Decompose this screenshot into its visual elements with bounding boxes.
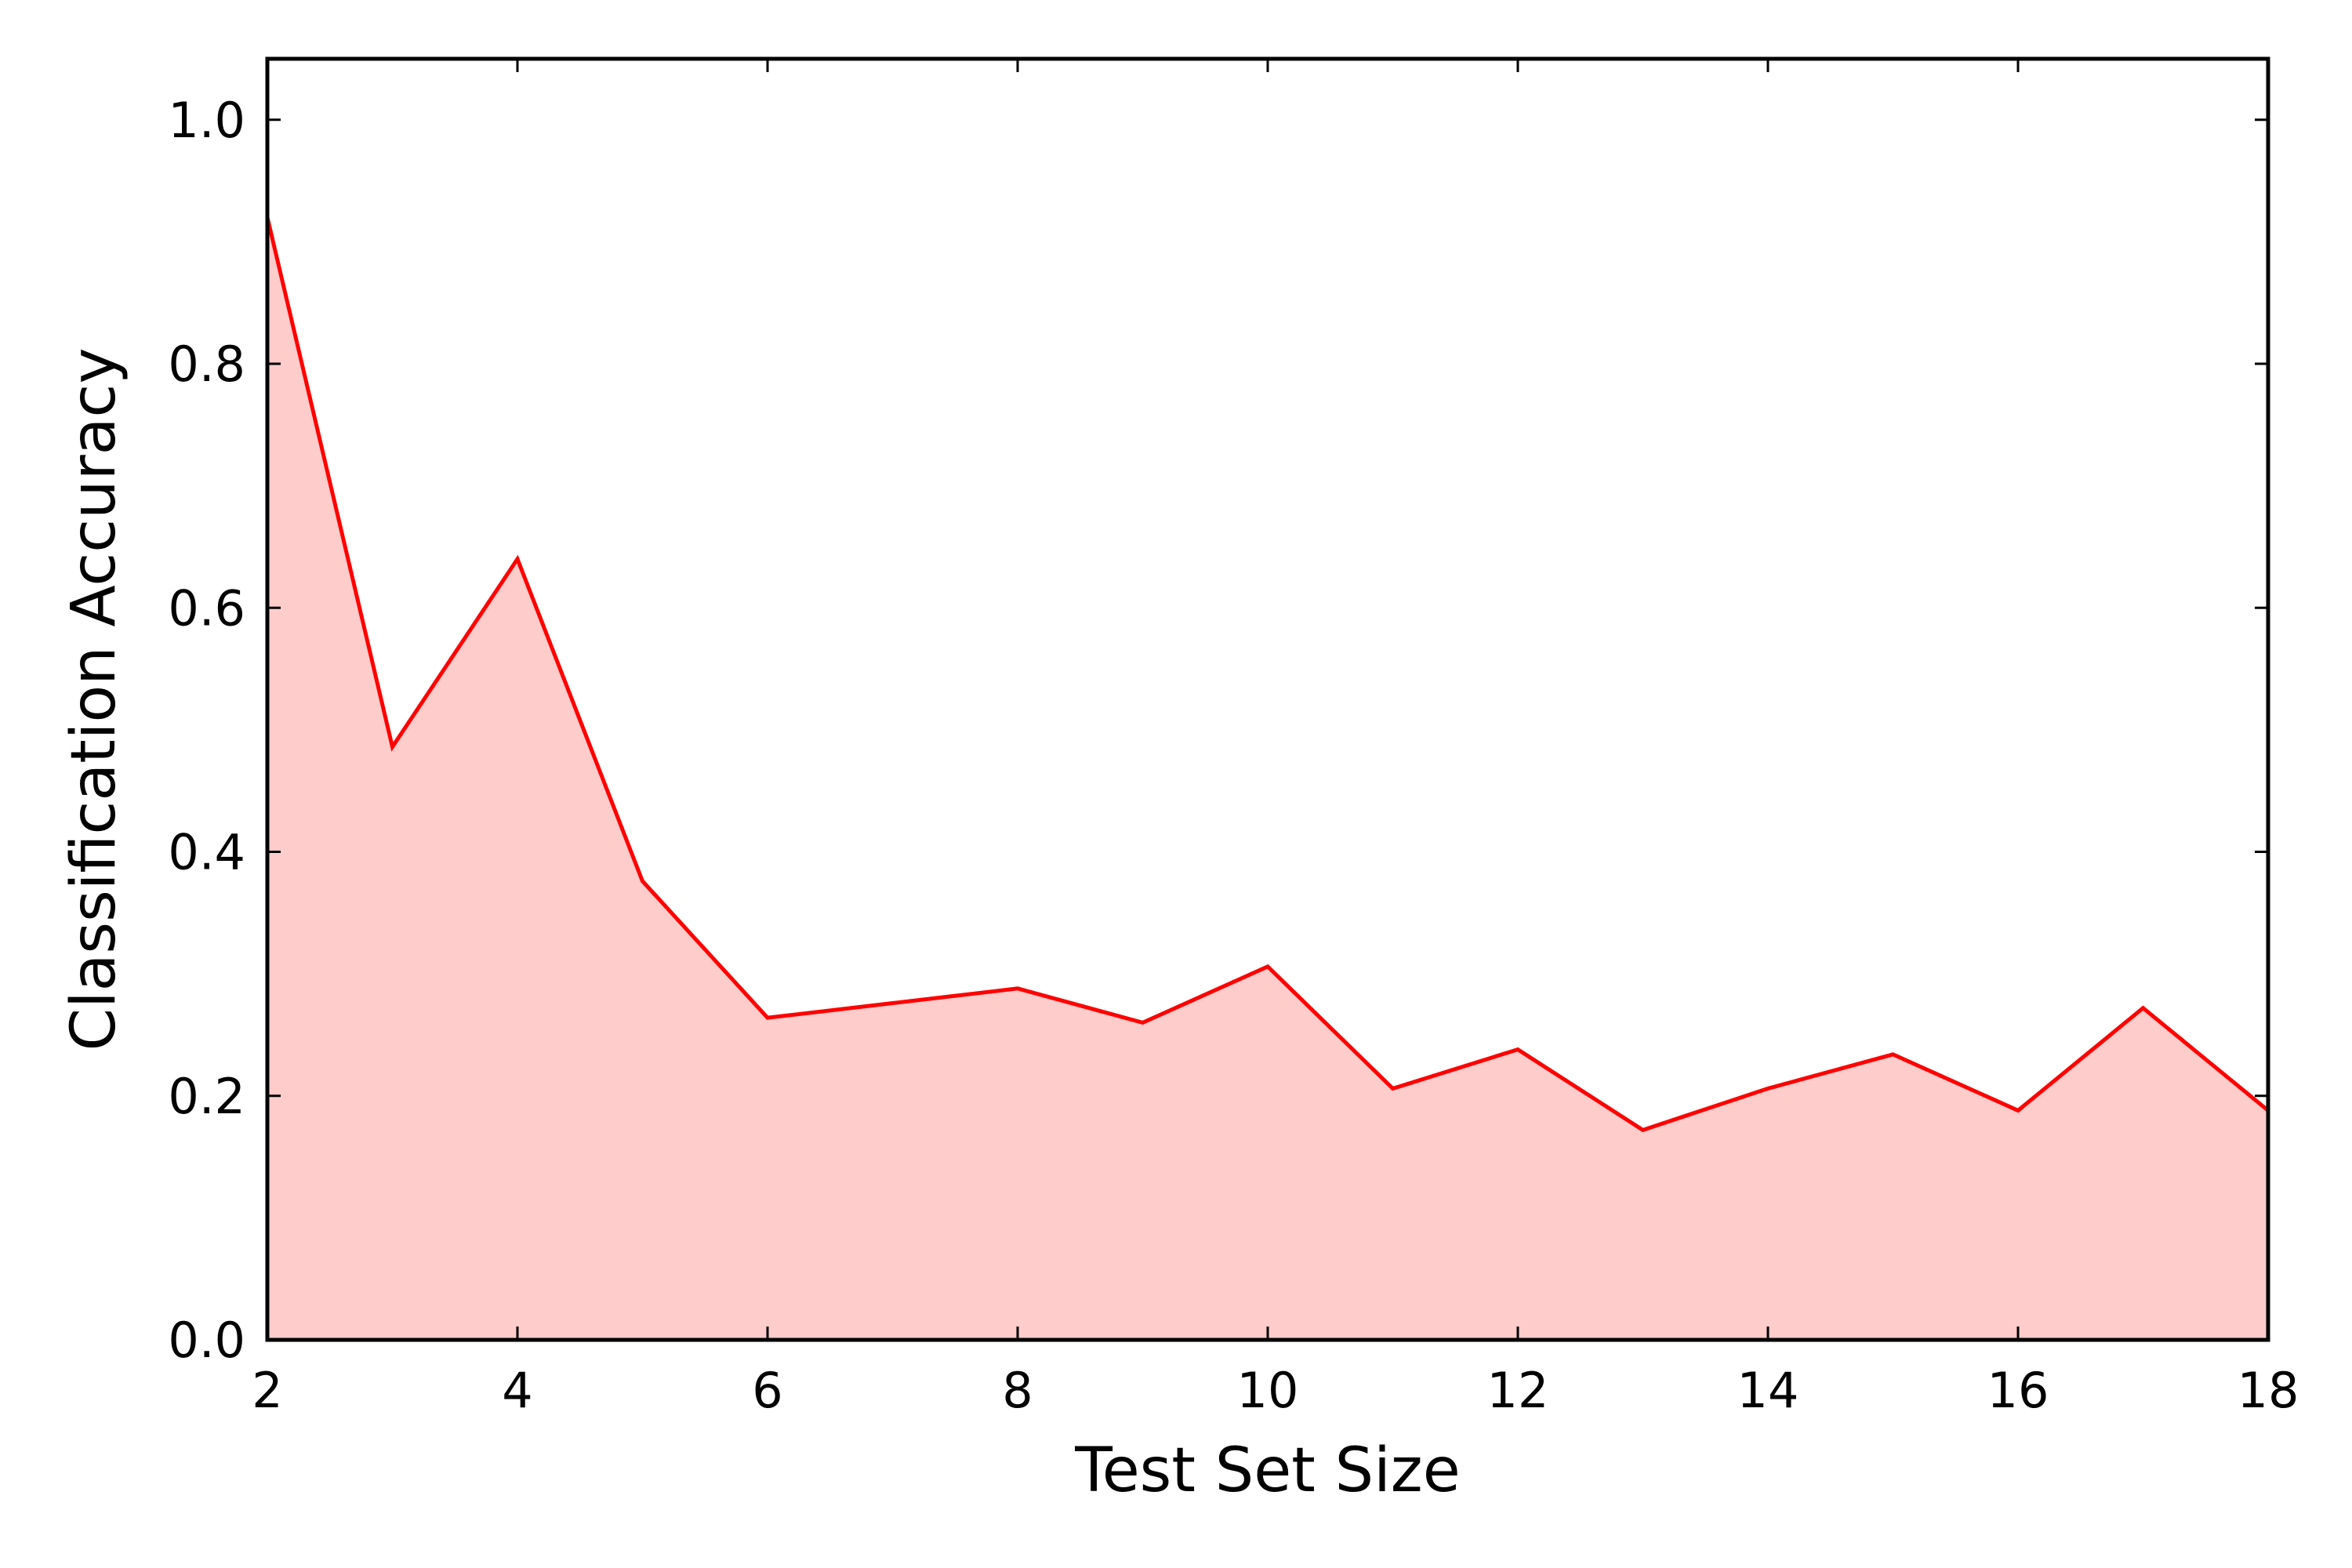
data-point xyxy=(641,880,644,883)
x-tick-label: 8 xyxy=(1002,1362,1033,1419)
area-fill-0 xyxy=(267,217,2268,1341)
series-line-0 xyxy=(265,216,2270,1133)
data-point xyxy=(2142,1007,2145,1010)
x-tick-labels: 2 4 6 8 10 12 14 16 18 xyxy=(252,1362,2299,1419)
data-point xyxy=(1892,1053,1895,1056)
data-point xyxy=(1142,1021,1145,1024)
tick-layer xyxy=(266,59,2270,1341)
line-layer xyxy=(265,216,2270,1133)
x-tick-label: 18 xyxy=(2238,1362,2299,1419)
data-point xyxy=(891,1001,895,1004)
data-point xyxy=(766,1016,769,1019)
y-tick-labels: 0.0 0.2 0.4 0.6 0.8 1.0 xyxy=(168,92,245,1369)
x-tick-label: 4 xyxy=(502,1362,532,1419)
data-point xyxy=(1016,987,1019,990)
data-point xyxy=(1392,1087,1395,1090)
data-point xyxy=(516,557,519,561)
x-tick-label: 14 xyxy=(1737,1362,1799,1419)
y-tick-label: 0.8 xyxy=(168,336,245,393)
x-tick-label: 12 xyxy=(1487,1362,1549,1419)
x-tick-label: 10 xyxy=(1237,1362,1299,1419)
y-tick-label: 0.6 xyxy=(168,579,245,637)
data-point xyxy=(1766,1087,1769,1090)
area-fill-layer xyxy=(267,217,2268,1341)
y-tick-label: 0.4 xyxy=(168,824,245,881)
x-tick-label: 2 xyxy=(252,1362,282,1419)
y-tick-label: 0.2 xyxy=(168,1068,245,1125)
data-point xyxy=(391,746,394,749)
data-point xyxy=(1516,1048,1519,1051)
x-axis-title: Test Set Size xyxy=(1074,1436,1460,1506)
y-axis-title: Classification Accuracy xyxy=(59,348,129,1051)
data-point xyxy=(2016,1109,2020,1112)
x-tick-label: 16 xyxy=(1987,1362,2049,1419)
x-tick-label: 6 xyxy=(752,1362,782,1419)
data-point xyxy=(1642,1128,1645,1131)
y-tick-label: 0.0 xyxy=(168,1312,245,1369)
y-tick-label: 1.0 xyxy=(168,92,245,149)
data-point xyxy=(1266,965,1269,968)
